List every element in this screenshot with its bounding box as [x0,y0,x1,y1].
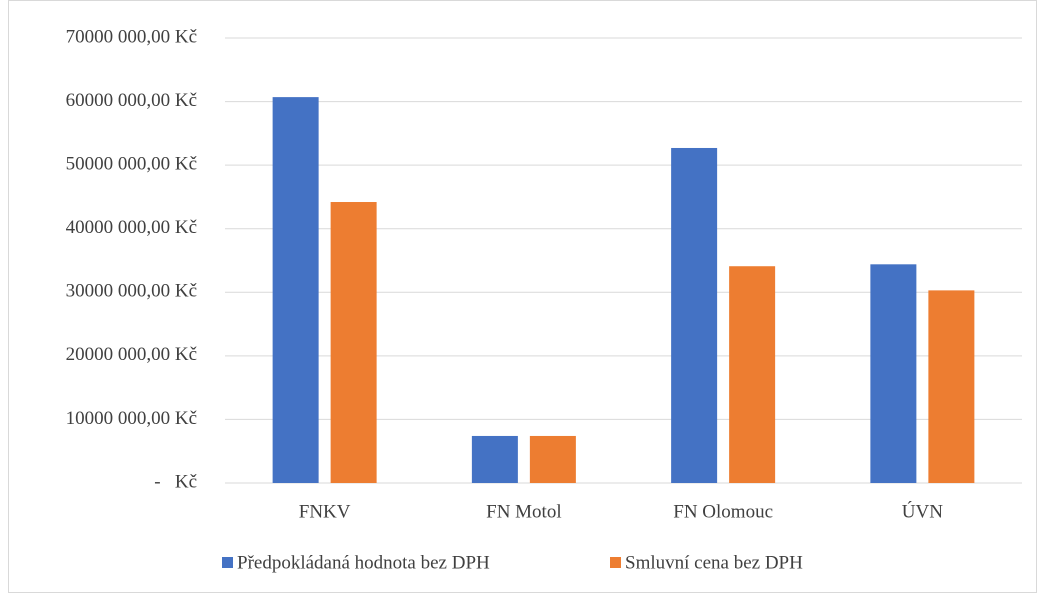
x-tick-label: FN Motol [486,501,562,522]
bar [529,435,576,483]
bar [671,147,718,483]
x-tick-label: FN Olomouc [673,501,773,522]
x-tick-label: FNKV [299,501,351,522]
y-tick-label: 20000 000,00 Kč [66,344,197,365]
legend-label: Smluvní cena bez DPH [625,552,803,573]
legend-swatch [610,557,621,568]
y-tick-label: 60000 000,00 Kč [66,90,197,111]
bar [471,435,518,483]
y-tick-label: 30000 000,00 Kč [66,281,197,302]
y-tick-label: 50000 000,00 Kč [66,154,197,175]
y-tick-label: 70000 000,00 Kč [66,26,197,47]
chart-border [8,0,1037,593]
y-tick-label: 40000 000,00 Kč [66,217,197,238]
bar [729,266,776,483]
y-tick-label: 10000 000,00 Kč [66,408,197,429]
bar [330,202,377,483]
bar [272,97,319,483]
legend-label: Předpokládaná hodnota bez DPH [237,552,490,573]
x-tick-label: ÚVN [902,500,943,522]
y-tick-label: - Kč [154,471,197,492]
legend-swatch [222,557,233,568]
bar [870,264,917,483]
bar [928,290,975,483]
